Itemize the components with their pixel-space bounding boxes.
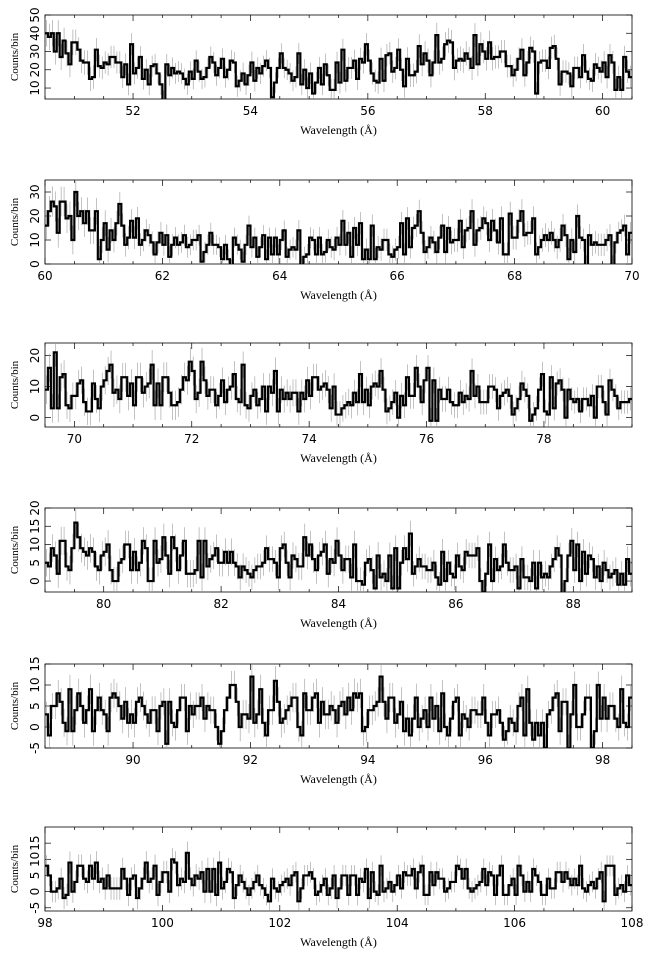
plot-area bbox=[45, 20, 632, 99]
x-tick-label: 76 bbox=[419, 432, 434, 446]
x-tick-label: 94 bbox=[360, 753, 375, 767]
y-tick-label: 5 bbox=[28, 559, 42, 567]
spectrum-step-line bbox=[45, 521, 632, 592]
y-tick-label: 30 bbox=[28, 184, 42, 199]
x-tick-label: 98 bbox=[37, 916, 52, 930]
plot-area bbox=[45, 343, 632, 427]
spectrum-step-line bbox=[45, 851, 632, 903]
y-axis-label: Counts/bin bbox=[9, 360, 21, 409]
x-tick-label: 100 bbox=[151, 916, 174, 930]
y-tick-label: 10 bbox=[28, 80, 42, 95]
x-tick-label: 106 bbox=[503, 916, 526, 930]
y-tick-label: -5 bbox=[28, 742, 42, 754]
x-tick-label: 78 bbox=[536, 432, 551, 446]
x-axis-label: Wavelength (Å) bbox=[300, 451, 377, 465]
x-tick-label: 96 bbox=[478, 753, 493, 767]
spectrum-step-line bbox=[45, 32, 632, 99]
x-tick-label: 60 bbox=[37, 269, 52, 283]
x-tick-label: 66 bbox=[390, 269, 405, 283]
y-tick-label: 20 bbox=[28, 62, 42, 77]
x-tick-label: 70 bbox=[624, 269, 639, 283]
x-tick-label: 54 bbox=[243, 104, 258, 118]
y-tick-label: 0 bbox=[28, 888, 42, 896]
x-axis-label: Wavelength (Å) bbox=[300, 772, 377, 786]
plot-area bbox=[45, 180, 632, 264]
spectrum-step-line bbox=[45, 351, 632, 422]
y-tick-label: 10 bbox=[28, 232, 42, 247]
x-axis-label: Wavelength (Å) bbox=[300, 288, 377, 302]
spectrum-step-line bbox=[45, 675, 632, 748]
x-tick-label: 98 bbox=[595, 753, 610, 767]
y-tick-label: 0 bbox=[28, 260, 42, 268]
x-tick-label: 102 bbox=[268, 916, 291, 930]
y-tick-label: 10 bbox=[28, 379, 42, 394]
y-tick-label: 15 bbox=[28, 519, 42, 534]
x-tick-label: 68 bbox=[507, 269, 522, 283]
x-axis-label: Wavelength (Å) bbox=[300, 123, 377, 137]
y-tick-label: 10 bbox=[28, 677, 42, 692]
x-tick-label: 108 bbox=[621, 916, 644, 930]
y-tick-label: 50 bbox=[28, 7, 42, 22]
x-tick-label: 92 bbox=[243, 753, 258, 767]
x-tick-label: 88 bbox=[566, 597, 581, 611]
y-tick-label: 0 bbox=[28, 723, 42, 731]
y-tick-label: 10 bbox=[28, 852, 42, 867]
y-tick-label: 10 bbox=[28, 537, 42, 552]
plot-area bbox=[45, 841, 632, 911]
x-tick-label: 70 bbox=[67, 432, 82, 446]
x-tick-label: 58 bbox=[478, 104, 493, 118]
x-tick-label: 56 bbox=[360, 104, 375, 118]
x-axis-label: Wavelength (Å) bbox=[300, 616, 377, 630]
y-axis-label: Counts/bin bbox=[9, 681, 21, 730]
y-tick-label: 15 bbox=[28, 836, 42, 851]
y-tick-label: 30 bbox=[28, 44, 42, 59]
y-tick-label: 0 bbox=[28, 414, 42, 422]
chart-panel-2: 60 62 64 66 68 70 0 10 20 30 Wavelength (Å) Counts/… bbox=[9, 179, 640, 302]
x-axis-label: Wavelength (Å) bbox=[300, 935, 377, 949]
x-tick-label: 72 bbox=[184, 432, 199, 446]
x-tick-label: 86 bbox=[448, 597, 463, 611]
x-tick-label: 62 bbox=[155, 269, 170, 283]
y-axis-label: Counts/bin bbox=[9, 844, 21, 893]
x-tick-label: 80 bbox=[96, 597, 111, 611]
x-tick-label: 104 bbox=[386, 916, 409, 930]
chart-panel-5: 90 92 94 96 98 -5 0 5 10 15 Wavelength (Å) Counts/b… bbox=[9, 656, 633, 786]
chart-panel-1: 52 54 56 58 60 10 20 30 40 50 Wavelength (Å) Counts… bbox=[9, 7, 633, 137]
plot-area bbox=[45, 664, 632, 748]
x-tick-label: 90 bbox=[125, 753, 140, 767]
chart-panel-4: 80 82 84 86 88 0 5 10 15 20 Wavelength (Å) Counts/b… bbox=[9, 500, 633, 630]
y-tick-label: 5 bbox=[28, 702, 42, 710]
x-tick-label: 74 bbox=[302, 432, 317, 446]
x-tick-label: 84 bbox=[331, 597, 346, 611]
plot-area bbox=[45, 508, 632, 592]
y-tick-label: 15 bbox=[28, 656, 42, 671]
y-tick-label: 20 bbox=[28, 500, 42, 515]
y-tick-label: 0 bbox=[28, 577, 42, 585]
y-tick-label: 20 bbox=[28, 348, 42, 363]
y-axis-label: Counts/bin bbox=[9, 525, 21, 574]
y-axis-label: Counts/bin bbox=[9, 197, 21, 246]
x-tick-label: 52 bbox=[125, 104, 140, 118]
y-tick-label: 40 bbox=[28, 26, 42, 41]
y-tick-label: 20 bbox=[28, 208, 42, 223]
y-tick-label: -5 bbox=[28, 902, 42, 914]
x-tick-label: 64 bbox=[272, 269, 287, 283]
y-tick-label: 5 bbox=[28, 872, 42, 880]
x-tick-label: 82 bbox=[213, 597, 228, 611]
spectrum-step-line bbox=[45, 190, 632, 264]
x-tick-label: 60 bbox=[595, 104, 610, 118]
chart-panel-3: 70 72 74 76 78 0 10 20 Wavelength (Å) Counts/bin bbox=[9, 342, 633, 465]
y-axis-label: Counts/bin bbox=[9, 32, 21, 81]
